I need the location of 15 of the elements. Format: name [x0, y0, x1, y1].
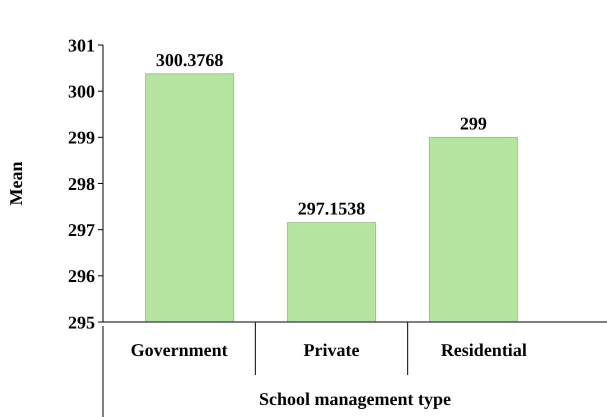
y-tick-label: 295 [68, 312, 95, 332]
data-label: 297.1538 [298, 198, 366, 219]
y-tick-label: 299 [68, 128, 95, 148]
x-tick-label: Government [130, 340, 228, 360]
x-tick-label: Residential [440, 340, 527, 360]
x-tick-label: Private [304, 340, 360, 360]
data-label: 300.3768 [156, 50, 224, 70]
y-tick-label: 300 [68, 81, 95, 102]
y-tick-label: 301 [68, 35, 95, 56]
y-tick-label: 296 [68, 266, 95, 286]
y-tick-label: 298 [68, 174, 95, 194]
data-label: 299 [460, 113, 487, 134]
x-axis-title: School management type [259, 389, 451, 409]
y-tick-label: 297 [68, 220, 95, 240]
y-axis-title: Mean [6, 162, 26, 206]
